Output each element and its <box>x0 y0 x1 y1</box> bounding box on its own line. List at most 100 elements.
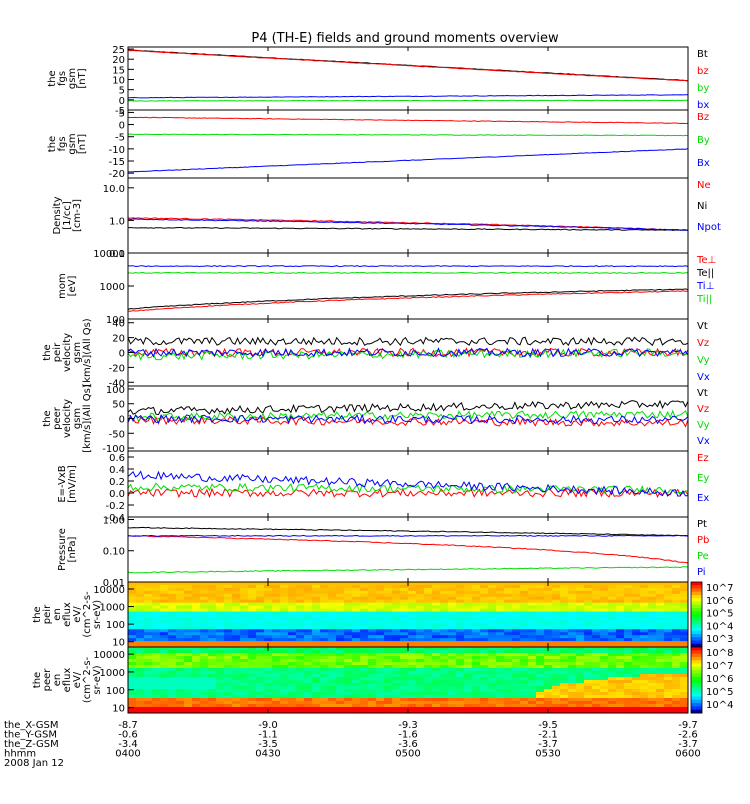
y-axis-label: mom <box>57 273 68 299</box>
y-axis-label: en <box>52 674 63 687</box>
y-tick-label: 1000 <box>100 603 125 614</box>
legend-Vt: Vt <box>697 321 708 332</box>
y-axis-label: [cm-3] <box>72 199 83 232</box>
legend-Pt: Pt <box>697 519 707 530</box>
y-axis-label: the <box>47 70 58 86</box>
y-axis-label: [km/s](All Qs) <box>82 318 93 386</box>
y-axis-label: velocity <box>62 333 73 372</box>
legend-Ez: Ez <box>697 453 709 464</box>
trace-Te⊥ <box>128 290 688 312</box>
y-tick-label: 100 <box>106 315 125 326</box>
y-tick-label: -15 <box>109 157 125 168</box>
y-tick-label: 100 <box>106 686 125 697</box>
figure-title: P4 (TH-E) fields and ground moments over… <box>251 31 559 46</box>
trace-Vx <box>128 347 688 358</box>
y-axis-label: gsm <box>72 342 83 363</box>
footer-row-label: hhmm <box>4 749 36 760</box>
trace-Ex <box>128 470 688 497</box>
legend-Bt: Bt <box>697 49 708 60</box>
y-axis-label: sr-eV) <box>92 600 103 629</box>
y-tick-label: -0.2 <box>105 501 125 512</box>
y-axis-label: (cm^2-s- <box>82 591 93 638</box>
y-tick-label: 40 <box>112 319 125 330</box>
y-axis-label: (cm^2-s- <box>82 656 93 703</box>
footer-value: -3.5 <box>258 739 278 750</box>
traces-6 <box>128 399 688 428</box>
y-tick-label: 0.10 <box>103 547 125 558</box>
traces-1 <box>128 49 688 102</box>
colorbar-label: 10^6 <box>706 674 733 685</box>
panel-6: Vt Vz Vy Vx 100 50 0 -50 -100 the peer velocity gsm[… <box>42 384 710 455</box>
y-axis-label: peer <box>52 406 63 430</box>
trace-Vz <box>128 347 688 358</box>
footer-value: -9.5 <box>538 720 558 731</box>
y-axis-label: [eV] <box>67 276 78 297</box>
y-axis-label: sr-eV) <box>92 665 103 694</box>
footer-value: 0400 <box>115 749 140 760</box>
colorbar-label: 10^5 <box>706 687 733 698</box>
y-tick-label: 0 <box>119 415 125 426</box>
colorbar-label: 10^4 <box>706 700 733 711</box>
y-tick-label: 0.2 <box>109 477 125 488</box>
trace-Ti⊥ <box>128 265 688 268</box>
spectrogram-9 <box>128 582 688 647</box>
footer-value: -3.7 <box>678 739 698 750</box>
footer-value: -2.6 <box>678 730 698 741</box>
trace-By <box>128 133 688 137</box>
trace-Vt <box>128 399 688 416</box>
y-axis-label: eV/ <box>72 606 83 623</box>
traces-5 <box>128 336 688 362</box>
panel-4: Te⊥ Te|| Ti⊥ Ti|| 10000 1000 100 mom [eV] <box>57 249 716 326</box>
y-tick-label: 0.01 <box>103 578 125 589</box>
y-tick-label: 10000 <box>93 249 125 260</box>
y-tick-label: -20 <box>109 169 125 180</box>
panel-3: Ne Ni Npot 10.0 1.0 0.1 Density [1/cc] [cm-3] <box>52 177 721 260</box>
y-tick-label: 10000 <box>93 585 125 596</box>
colorbar-label: 10^3 <box>706 634 733 645</box>
legend-Npot: Npot <box>697 222 721 233</box>
footer-value: -2.1 <box>538 730 558 741</box>
legend-Te||: Te|| <box>696 268 714 279</box>
trace-bx <box>128 94 688 99</box>
y-axis-label: eflux <box>62 602 73 627</box>
trace-Ez <box>128 487 688 499</box>
trace-Bz <box>128 116 688 125</box>
legend-Pb: Pb <box>697 535 709 546</box>
footer-value: -0.6 <box>118 730 138 741</box>
y-axis-label: eV/ <box>72 671 83 688</box>
y-axis-label: Pressure <box>57 528 68 571</box>
ephemeris-footer: the_X-GSM -8.7 -9.0 -9.3 -9.5 -9.7 the_Y-GSM -0… <box>4 720 701 769</box>
colorbar-label: 10^6 <box>706 596 733 607</box>
trace-Pe <box>128 566 688 574</box>
legend-Vx: Vx <box>697 436 710 447</box>
footer-value: -1.1 <box>258 730 278 741</box>
y-tick-label: 0.6 <box>109 453 125 464</box>
trace-Pi <box>128 534 688 537</box>
y-tick-label: 1000 <box>100 668 125 679</box>
trace-Vy <box>128 409 688 422</box>
trace-Npot <box>128 218 688 231</box>
legend-Ti||: Ti|| <box>696 294 712 305</box>
y-axis-label: the <box>32 606 43 622</box>
y-tick-label: -5 <box>115 133 125 144</box>
legend-Vz: Vz <box>697 338 709 349</box>
y-tick-label: 0 <box>119 96 125 107</box>
y-tick-label: 1000 <box>100 282 125 293</box>
y-tick-label: 50 <box>112 400 125 411</box>
y-tick-label: 25 <box>112 45 125 56</box>
colorbar-label: 10^5 <box>706 609 733 620</box>
legend-Bx: Bx <box>697 158 710 169</box>
y-tick-label: 1.00 <box>103 516 125 527</box>
footer-value: -8.7 <box>118 720 138 731</box>
y-axis-label: peer <box>42 668 53 692</box>
colorbar-9: 10^7 10^6 10^510^4 10^3 <box>690 581 733 648</box>
footer-value: 0530 <box>535 749 560 760</box>
legend-bx: bx <box>697 100 709 111</box>
colorbar-label: 10^7 <box>706 583 733 594</box>
trace-Vx <box>128 413 688 425</box>
y-tick-label: 20 <box>112 334 125 345</box>
